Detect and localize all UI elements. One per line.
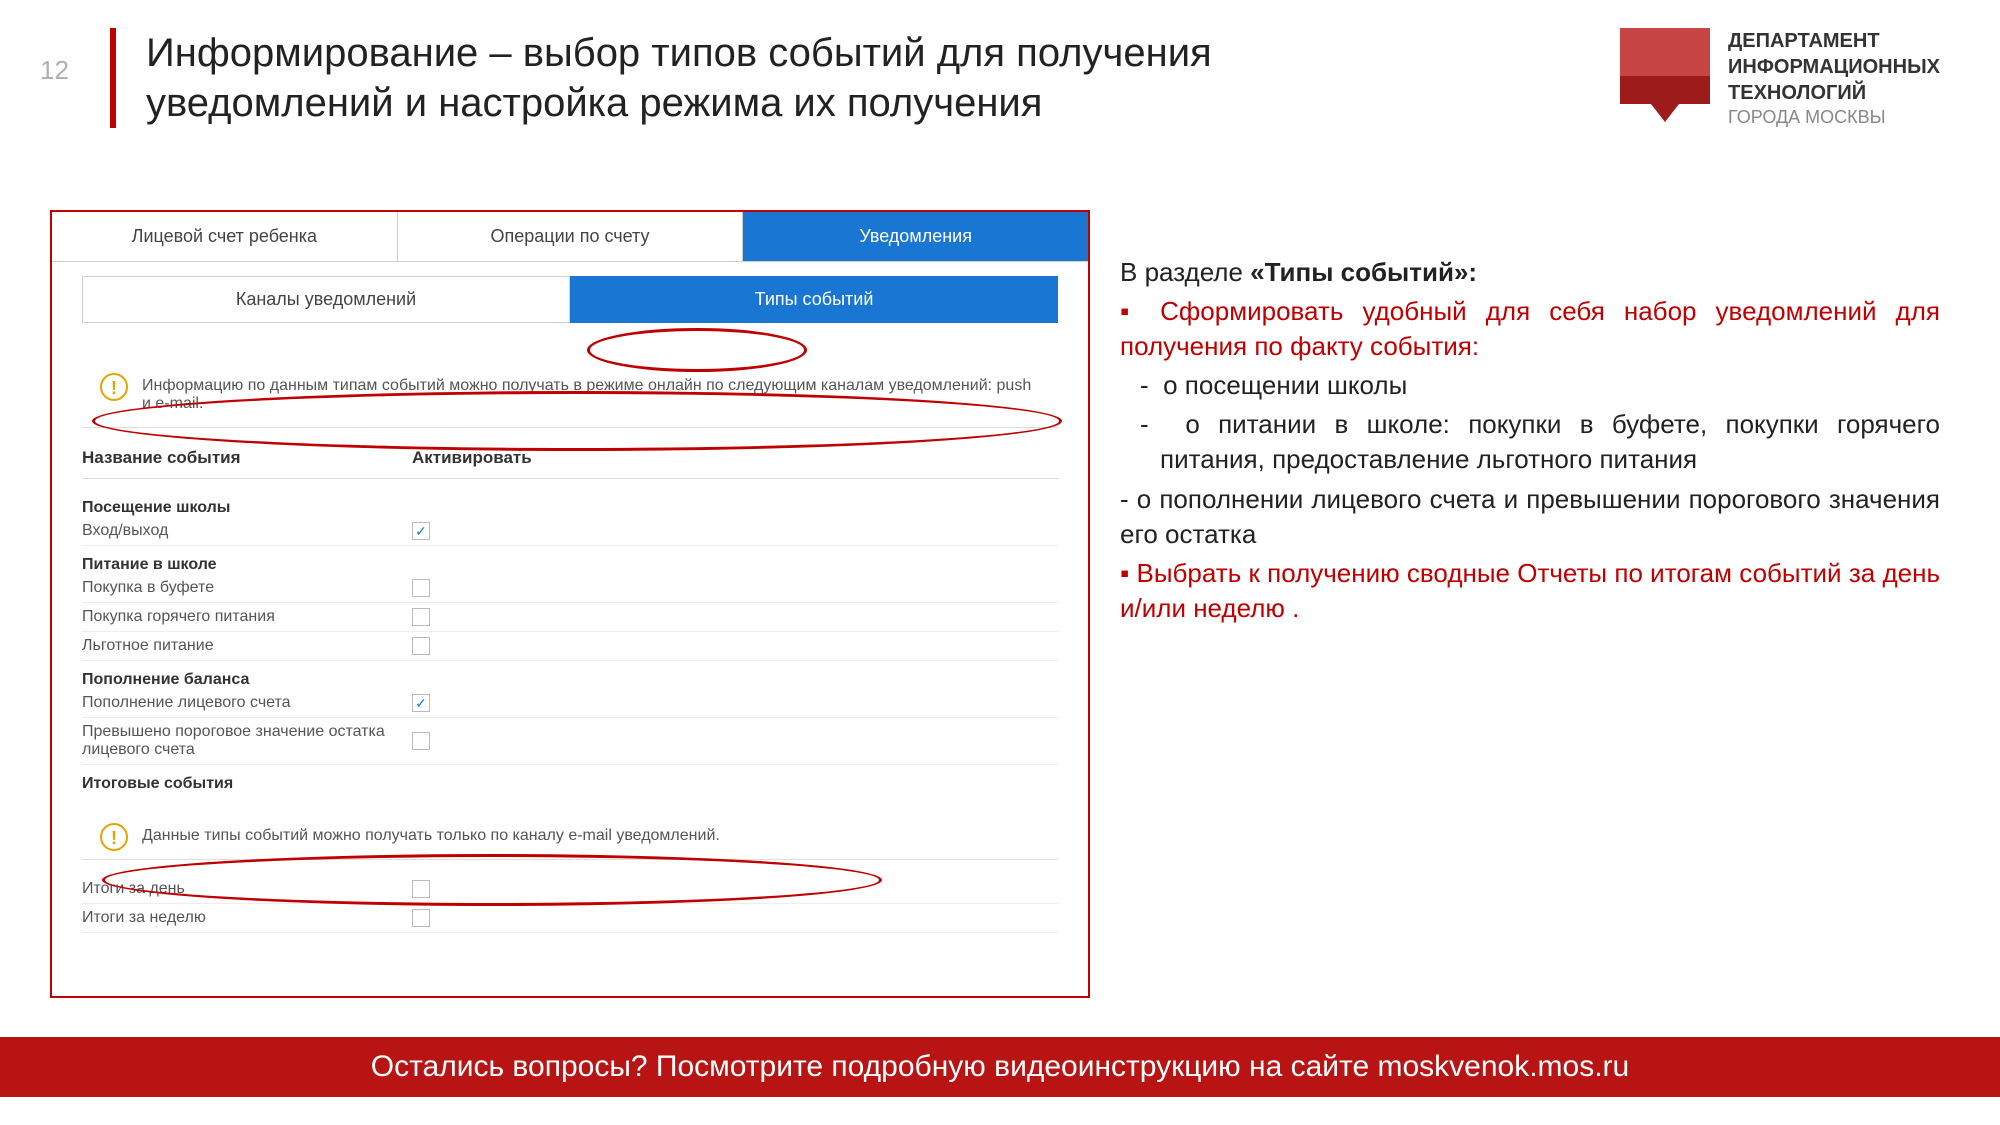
page-title: Информирование – выбор типов событий для… [146, 28, 1260, 128]
right-text: В разделе «Типы событий»: Сформировать у… [1120, 255, 1940, 630]
page-number: 12 [40, 55, 69, 86]
subtab-channels[interactable]: Каналы уведомлений [82, 276, 570, 323]
row-free: Льготное питание [82, 632, 1058, 661]
logo-line-2: ИНФОРМАЦИОННЫХ [1728, 54, 1940, 80]
row-entry-exit: Вход/выход [82, 517, 1058, 546]
col-name: Название события [82, 448, 412, 468]
row-day: Итоги за день [82, 875, 1058, 904]
subtab-event-types[interactable]: Типы событий [570, 276, 1058, 323]
dept-logo: ДЕПАРТАМЕНТ ИНФОРМАЦИОННЫХ ТЕХНОЛОГИЙ ГО… [1620, 28, 1940, 129]
checkbox-entry-exit[interactable] [412, 522, 430, 540]
label-hot: Покупка горячего питания [82, 608, 412, 626]
info-icon: ! [100, 373, 128, 401]
tab-account[interactable]: Лицевой счет ребенка [52, 212, 398, 261]
rc-dash-2: - о питании в школе: покупки в буфете, п… [1120, 407, 1940, 477]
label-topup: Пополнение лицевого счета [82, 694, 412, 712]
logo-line-4: ГОРОДА МОСКВЫ [1728, 106, 1940, 129]
tab-notifications[interactable]: Уведомления [743, 212, 1088, 261]
section-school: Посещение школы [82, 499, 1058, 517]
row-week: Итоги за неделю [82, 904, 1058, 933]
rc-dash-3: - о пополнении лицевого счета и превышен… [1120, 482, 1940, 552]
col-activate: Активировать [412, 448, 532, 468]
checkbox-week[interactable] [412, 909, 430, 927]
rc-bullet-2: Выбрать к получению сводные Отчеты по ит… [1120, 556, 1940, 626]
logo-line-3: ТЕХНОЛОГИЙ [1728, 80, 1940, 106]
checkbox-day[interactable] [412, 880, 430, 898]
title-bar: Информирование – выбор типов событий для… [110, 28, 1260, 128]
app-screenshot: Лицевой счет ребенка Операции по счету У… [50, 210, 1090, 998]
label-entry-exit: Вход/выход [82, 522, 412, 540]
rc-dash-1: - о посещении школы [1120, 368, 1940, 403]
footer-text: Остались вопросы? Посмотрите подробную в… [371, 1050, 1629, 1084]
info-banner-2: ! Данные типы событий можно получать тол… [82, 813, 1058, 860]
label-week: Итоги за неделю [82, 909, 412, 927]
logo-text: ДЕПАРТАМЕНТ ИНФОРМАЦИОННЫХ ТЕХНОЛОГИЙ ГО… [1728, 28, 1940, 129]
row-buffet: Покупка в буфете [82, 574, 1058, 603]
sub-tabs: Каналы уведомлений Типы событий [82, 276, 1058, 323]
label-buffet: Покупка в буфете [82, 579, 412, 597]
checkbox-hot[interactable] [412, 608, 430, 626]
logo-icon [1620, 28, 1710, 123]
tab-operations[interactable]: Операции по счету [398, 212, 744, 261]
section-meal: Питание в школе [82, 556, 1058, 574]
rc-heading-bold: «Типы событий»: [1250, 257, 1477, 287]
checkbox-free[interactable] [412, 637, 430, 655]
info-banner-1: ! Информацию по данным типам событий мож… [82, 363, 1058, 428]
event-table: Название события Активировать Посещение … [82, 448, 1058, 793]
checkbox-threshold[interactable] [412, 732, 430, 750]
logo-line-1: ДЕПАРТАМЕНТ [1728, 28, 1940, 54]
label-day: Итоги за день [82, 880, 412, 898]
section-summary: Итоговые события [82, 775, 1058, 793]
checkbox-topup[interactable] [412, 694, 430, 712]
checkbox-buffet[interactable] [412, 579, 430, 597]
row-threshold: Превышено пороговое значение остатка лиц… [82, 718, 1058, 765]
footer: Остались вопросы? Посмотрите подробную в… [0, 1037, 2000, 1097]
rc-heading: В разделе «Типы событий»: [1120, 255, 1940, 290]
table-header: Название события Активировать [82, 448, 1058, 479]
info-icon-2: ! [100, 823, 128, 851]
info-text-1: Информацию по данным типам событий можно… [142, 377, 1031, 412]
main-tabs: Лицевой счет ребенка Операции по счету У… [52, 212, 1088, 262]
label-free: Льготное питание [82, 637, 412, 655]
row-topup: Пополнение лицевого счета [82, 689, 1058, 718]
row-hot: Покупка горячего питания [82, 603, 1058, 632]
rc-bullet-1: Сформировать удобный для себя набор увед… [1120, 294, 1940, 364]
label-threshold: Превышено пороговое значение остатка лиц… [82, 723, 412, 759]
summary-rows: Итоги за день Итоги за неделю [82, 875, 1058, 933]
rc-heading-prefix: В разделе [1120, 257, 1250, 287]
section-balance: Пополнение баланса [82, 671, 1058, 689]
info-text-2: Данные типы событий можно получать тольк… [142, 827, 720, 844]
